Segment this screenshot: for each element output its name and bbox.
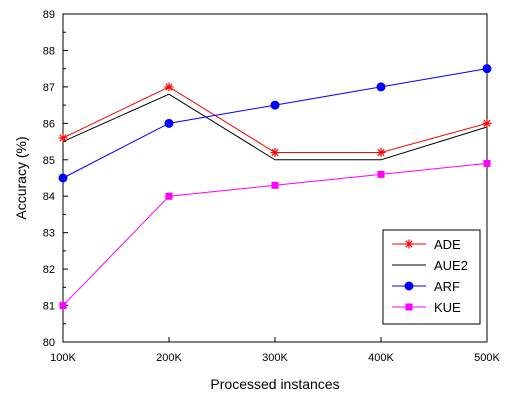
y-tick-label: 83: [43, 228, 55, 240]
legend-marker-arf: [404, 281, 414, 291]
legend-marker-kue: [405, 303, 413, 311]
x-axis-title: Processed instances: [210, 376, 339, 392]
data-point-arf: [164, 118, 174, 128]
legend-label-aue2: AUE2: [434, 258, 468, 273]
data-point-ade: [376, 147, 386, 157]
data-point-kue: [483, 159, 491, 167]
series-line-ade: [62, 86, 488, 153]
y-tick-label: 87: [43, 82, 55, 94]
data-point-ade: [270, 147, 280, 157]
x-tick-label: 400K: [368, 352, 394, 364]
data-point-arf: [58, 173, 68, 183]
data-point-kue: [59, 302, 67, 310]
data-point-arf: [482, 64, 492, 74]
series-line-arf: [62, 68, 488, 179]
data-point-kue: [377, 170, 385, 178]
data-point-arf: [376, 82, 386, 92]
data-point-ade: [482, 118, 492, 128]
y-tick-label: 84: [43, 191, 55, 203]
legend-label-ade: ADE: [434, 237, 461, 252]
y-tick-label: 88: [43, 45, 55, 57]
data-point-arf: [270, 100, 280, 110]
legend-label-kue: KUE: [434, 300, 461, 315]
y-axis-title: Accuracy (%): [13, 136, 29, 219]
x-tick-label: 300K: [262, 352, 288, 364]
y-tick-label: 86: [43, 118, 55, 130]
y-tick-label: 89: [43, 9, 55, 21]
legend: ADE AUE2 ARF KUE: [382, 229, 481, 325]
y-tick-label: 80: [43, 337, 55, 349]
data-point-kue: [165, 192, 173, 200]
x-tick-label: 500K: [474, 352, 500, 364]
y-tick-label: 82: [43, 264, 55, 276]
data-point-kue: [271, 181, 279, 189]
data-point-ade: [164, 82, 174, 92]
y-tick-label: 85: [43, 155, 55, 167]
y-tick-label: 81: [43, 301, 55, 313]
x-tick-label: 100K: [50, 352, 76, 364]
series-line-aue2: [62, 93, 488, 161]
legend-box: [382, 229, 481, 325]
legend-label-arf: ARF: [434, 279, 460, 294]
x-tick-label: 200K: [156, 352, 182, 364]
data-point-ade: [58, 133, 68, 143]
legend-marker-ade: [404, 239, 414, 249]
